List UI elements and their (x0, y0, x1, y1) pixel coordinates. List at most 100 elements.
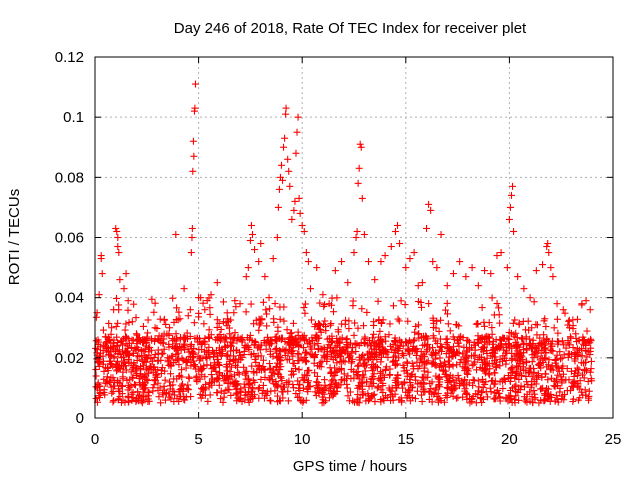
data-point (547, 340, 555, 348)
data-point (437, 342, 445, 350)
data-point (345, 317, 353, 325)
data-point (352, 348, 360, 356)
data-point (283, 326, 291, 334)
data-point (273, 354, 281, 362)
data-point (403, 358, 411, 366)
data-point (204, 397, 212, 405)
data-point (541, 370, 549, 378)
data-point (200, 362, 208, 370)
data-point (316, 299, 324, 307)
data-point (323, 351, 331, 359)
data-point (587, 344, 595, 352)
data-point (491, 353, 499, 361)
data-point (294, 328, 302, 336)
data-point (444, 310, 452, 318)
data-point (173, 335, 181, 343)
data-point (511, 316, 519, 324)
data-point (233, 389, 241, 397)
data-point (373, 384, 381, 392)
data-point (132, 381, 140, 389)
data-point (183, 358, 191, 366)
data-point (502, 394, 510, 402)
data-point (547, 264, 555, 272)
data-point (215, 381, 223, 389)
data-point (353, 227, 361, 235)
data-point (401, 301, 409, 309)
data-point (313, 264, 321, 272)
data-point (192, 374, 200, 382)
data-point (227, 363, 235, 371)
data-point (139, 362, 147, 370)
data-point (564, 339, 572, 347)
data-point (397, 297, 405, 305)
data-point (144, 316, 152, 324)
data-point (578, 352, 586, 360)
data-point (303, 349, 311, 357)
data-point (161, 376, 169, 384)
data-point (304, 377, 312, 385)
data-point (182, 364, 190, 372)
data-point (384, 348, 392, 356)
data-point (170, 318, 178, 326)
data-point (569, 343, 577, 351)
data-point (174, 316, 182, 324)
data-point (446, 327, 454, 335)
data-point (200, 386, 208, 394)
data-point (154, 357, 162, 365)
data-point (97, 255, 105, 263)
data-point (474, 282, 482, 290)
data-point (505, 215, 513, 223)
data-point (160, 316, 168, 324)
data-point (265, 375, 273, 383)
data-point (344, 279, 352, 287)
data-point (110, 397, 118, 405)
data-point (213, 389, 221, 397)
data-point (109, 339, 117, 347)
data-point (333, 367, 341, 375)
data-point (478, 398, 486, 406)
data-point (337, 376, 345, 384)
data-point (496, 319, 504, 327)
data-point (387, 243, 395, 251)
data-point (235, 395, 243, 403)
data-point (575, 366, 583, 374)
data-point (431, 389, 439, 397)
data-point (158, 350, 166, 358)
data-point (565, 317, 573, 325)
data-point (151, 324, 159, 332)
data-point (98, 270, 106, 278)
data-point (276, 303, 284, 311)
data-point (161, 367, 169, 375)
data-point (508, 368, 516, 376)
data-point (491, 395, 499, 403)
data-point (242, 273, 250, 281)
data-point (503, 264, 511, 272)
data-point (350, 374, 358, 382)
data-point (377, 258, 385, 266)
data-point (354, 384, 362, 392)
x-tick-label: 15 (397, 431, 414, 448)
data-point (300, 303, 308, 311)
data-point (457, 356, 465, 364)
data-point (376, 327, 384, 335)
data-point (230, 309, 238, 317)
data-point (279, 383, 287, 391)
data-point (437, 316, 445, 324)
data-point (257, 319, 265, 327)
data-point (439, 367, 447, 375)
data-point (487, 388, 495, 396)
data-point (175, 308, 183, 316)
data-point (354, 362, 362, 370)
data-point (333, 294, 341, 302)
data-point (196, 375, 204, 383)
data-point (389, 302, 397, 310)
data-point (269, 255, 277, 263)
data-point (413, 358, 421, 366)
data-point (580, 336, 588, 344)
data-point (118, 337, 126, 345)
data-point (234, 369, 242, 377)
data-point (464, 370, 472, 378)
data-point (433, 393, 441, 401)
data-point (156, 384, 164, 392)
data-point (418, 398, 426, 406)
